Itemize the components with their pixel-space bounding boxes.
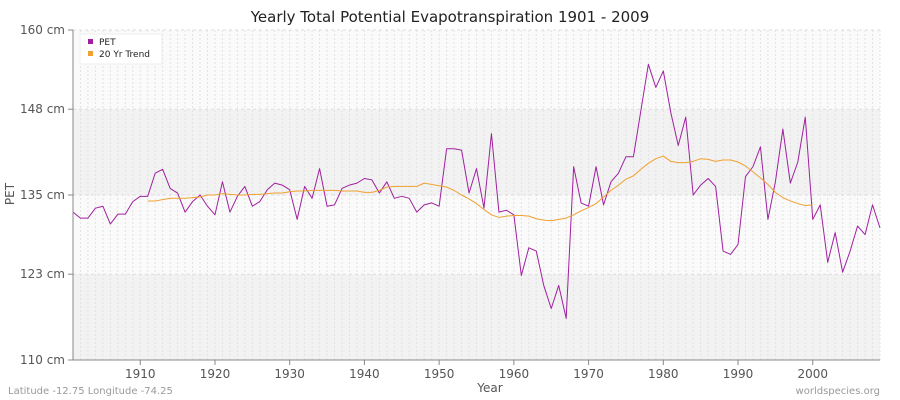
legend-box xyxy=(79,33,163,65)
y-tick-label: 123 cm xyxy=(20,267,65,281)
x-tick-label: 1960 xyxy=(499,367,530,381)
legend-swatch-pet xyxy=(88,39,93,44)
x-tick-label: 1940 xyxy=(349,367,380,381)
x-tick-label: 1970 xyxy=(573,367,604,381)
x-tick-label: 1930 xyxy=(274,367,305,381)
legend-swatch-trend xyxy=(88,51,93,56)
y-axis-label: PET xyxy=(3,182,17,205)
y-tick-label: 160 cm xyxy=(20,23,65,37)
legend: PET 20 Yr Trend xyxy=(79,33,163,65)
x-tick-label: 1980 xyxy=(648,367,679,381)
series-line-trend xyxy=(147,155,813,222)
footer-coordinates: Latitude -12.75 Longitude -74.25 xyxy=(8,386,173,397)
x-tick-label: 1950 xyxy=(424,367,455,381)
y-tick-label: 148 cm xyxy=(20,102,65,116)
y-tick-label: 135 cm xyxy=(20,188,65,202)
x-axis-label: Year xyxy=(476,381,502,395)
x-tick-label: 1910 xyxy=(125,367,156,381)
series-line-pet xyxy=(72,63,881,319)
x-tick-label: 1990 xyxy=(723,367,754,381)
footer-source: worldspecies.org xyxy=(796,386,880,397)
band-3 xyxy=(73,30,880,110)
y-tick-label: 110 cm xyxy=(20,353,65,367)
legend-label-pet: PET xyxy=(99,38,116,48)
axes: 110 cm 123 cm 135 cm 148 cm 160 cm 1910 1920 19… xyxy=(20,23,880,381)
series-layer xyxy=(72,63,881,319)
chart-title: Yearly Total Potential Evapotranspiratio… xyxy=(250,8,650,26)
band-0 xyxy=(73,274,880,360)
x-tick-label: 1920 xyxy=(200,367,231,381)
legend-label-trend: 20 Yr Trend xyxy=(99,50,150,60)
x-tick-label: 2000 xyxy=(797,367,828,381)
grid-lines xyxy=(72,29,881,361)
